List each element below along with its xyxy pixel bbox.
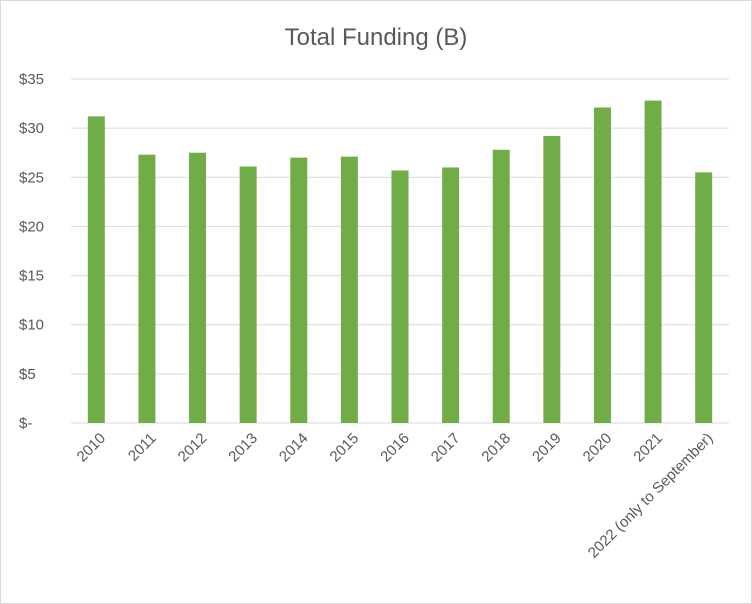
y-tick-label: $25	[19, 169, 44, 186]
bar	[138, 154, 156, 423]
x-tick-label: 2013	[225, 430, 261, 466]
x-tick-label: 2017	[428, 430, 464, 466]
x-tick-label: 2012	[175, 430, 211, 466]
x-tick-label: 2020	[580, 430, 616, 466]
bar	[340, 156, 358, 423]
x-tick-label: 2019	[529, 430, 565, 466]
bar	[543, 136, 561, 423]
bar	[87, 116, 105, 423]
y-axis-ticks: $- $5 $10 $15 $20 $25 $30 $35	[19, 71, 44, 432]
y-tick-label: $30	[19, 120, 44, 137]
bar	[593, 107, 611, 423]
bar	[239, 166, 257, 423]
bar	[290, 157, 308, 423]
bar	[442, 167, 460, 423]
x-tick-label: 2014	[276, 430, 312, 466]
bar	[492, 149, 510, 423]
x-tick-label: 2018	[478, 430, 514, 466]
y-tick-label: $5	[19, 366, 36, 383]
x-tick-label: 2015	[327, 430, 363, 466]
x-tick-label: 2010	[74, 430, 110, 466]
x-axis-ticks: 2010 2011 2012 2013 2014 2015 2016 2017 2018 2019…	[74, 430, 717, 562]
y-tick-label: $20	[19, 218, 44, 235]
bar	[189, 152, 207, 423]
y-tick-label: $10	[19, 317, 44, 334]
x-tick-label: 2021	[630, 430, 666, 466]
x-tick-label: 2011	[125, 430, 160, 465]
chart-title: Total Funding (B)	[285, 24, 468, 51]
bar	[644, 100, 662, 423]
y-tick-label: $-	[19, 415, 32, 432]
x-tick-label: 2016	[377, 430, 413, 466]
bar	[695, 172, 713, 423]
y-tick-label: $35	[19, 71, 44, 88]
bars	[87, 100, 713, 423]
y-tick-label: $15	[19, 268, 44, 285]
bar	[391, 170, 409, 423]
